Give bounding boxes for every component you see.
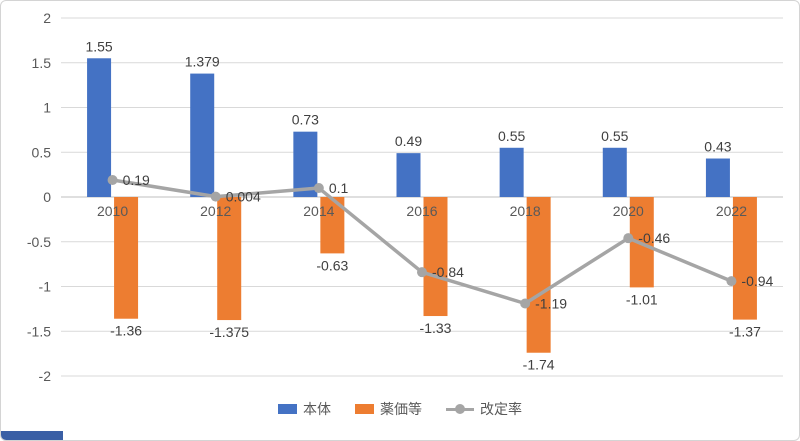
- legend-item-yakkato: 薬価等: [355, 399, 422, 419]
- bar-本体-2010: [87, 58, 112, 198]
- data-label-本体-2016: 0.49: [395, 133, 422, 149]
- data-label-薬価等-2016: -1.33: [420, 320, 452, 336]
- marker-改定率-2016-icon: [417, 267, 427, 278]
- marker-改定率-2022-icon: [726, 276, 737, 287]
- bar-薬価等-2018: [526, 197, 551, 353]
- data-label-改定率-2022: -0.94: [741, 273, 773, 289]
- legend-item-kaiteiritsu: 改定率: [446, 399, 522, 419]
- data-label-改定率-2014: 0.1: [329, 180, 349, 196]
- bar-本体-2018: [499, 147, 524, 197]
- bar-本体-2020: [602, 147, 627, 197]
- legend-item-hontai: 本体: [278, 399, 331, 419]
- y-tick-label: 1: [43, 100, 51, 116]
- data-label-改定率-2018: -1.19: [535, 296, 567, 312]
- legend-swatch-kaiteiritsu-icon: [446, 404, 474, 414]
- y-tick-label: 0: [43, 189, 51, 205]
- bar-薬価等-2016: [423, 197, 448, 317]
- data-label-本体-2022: 0.43: [704, 139, 731, 155]
- y-tick-label: 0.5: [32, 144, 52, 160]
- x-category-label: 2014: [303, 203, 334, 219]
- bar-本体-2014: [293, 131, 318, 197]
- y-tick-label: -0.5: [27, 234, 51, 250]
- legend-swatch-yakkato-icon: [355, 404, 374, 414]
- marker-改定率-2014-icon: [313, 183, 324, 194]
- legend-label-hontai: 本体: [303, 401, 331, 417]
- legend-swatch-hontai-icon: [278, 404, 297, 414]
- bar-薬価等-2012: [217, 197, 242, 321]
- x-category-label: 2016: [406, 203, 437, 219]
- x-category-label: 2022: [716, 203, 747, 219]
- data-label-薬価等-2018: -1.74: [523, 357, 555, 373]
- blue-corner-strip: [1, 431, 63, 440]
- marker-改定率-2018-icon: [520, 298, 531, 309]
- y-tick-label: -2: [39, 368, 52, 384]
- data-label-本体-2012: 1.379: [185, 54, 220, 70]
- legend-label-yakkato: 薬価等: [380, 401, 422, 417]
- data-label-薬価等-2012: -1.375: [209, 324, 249, 340]
- y-tick-label: 1.5: [32, 55, 52, 71]
- x-category-label: 2018: [510, 203, 541, 219]
- marker-改定率-2012-icon: [210, 191, 221, 202]
- data-label-改定率-2016: -0.84: [432, 264, 464, 280]
- data-label-改定率-2020: -0.46: [638, 230, 670, 246]
- data-label-薬価等-2010: -1.36: [110, 323, 142, 339]
- data-label-本体-2010: 1.55: [85, 38, 112, 54]
- data-label-改定率-2010: 0.19: [123, 172, 150, 188]
- y-tick-label: -1: [39, 279, 52, 295]
- y-tick-label: -1.5: [27, 323, 51, 339]
- data-label-改定率-2012: 0.004: [226, 189, 261, 205]
- chart-legend: 本体 薬価等 改定率: [1, 399, 799, 419]
- x-category-label: 2010: [97, 203, 128, 219]
- x-category-label: 2012: [200, 203, 231, 219]
- bar-本体-2016: [396, 153, 421, 197]
- legend-label-kaiteiritsu: 改定率: [480, 401, 522, 417]
- data-label-本体-2018: 0.55: [498, 128, 525, 144]
- x-category-label: 2020: [613, 203, 644, 219]
- marker-改定率-2020-icon: [623, 233, 634, 244]
- y-tick-label: 2: [43, 10, 51, 26]
- bar-本体-2022: [705, 158, 730, 197]
- data-label-本体-2020: 0.55: [601, 128, 628, 144]
- data-label-薬価等-2020: -1.01: [626, 291, 658, 307]
- data-label-薬価等-2022: -1.37: [729, 324, 761, 340]
- data-label-薬価等-2014: -0.63: [316, 257, 348, 273]
- bar-薬価等-2022: [732, 197, 757, 320]
- data-label-本体-2014: 0.73: [292, 112, 319, 128]
- bar-薬価等-2010: [114, 197, 139, 319]
- marker-改定率-2010-icon: [107, 174, 118, 185]
- bar-本体-2012: [190, 73, 215, 197]
